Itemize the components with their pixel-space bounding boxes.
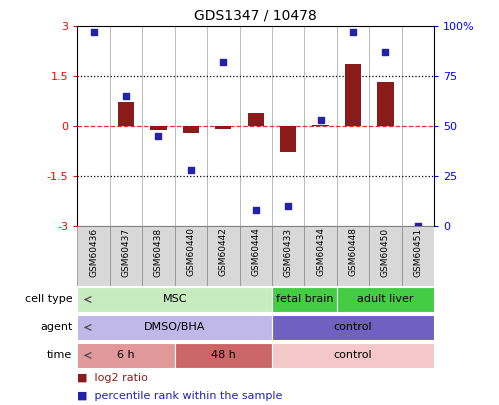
Bar [77, 287, 272, 312]
Bar [272, 315, 434, 340]
Bar [240, 226, 272, 286]
Text: GSM60444: GSM60444 [251, 227, 260, 276]
Bar [142, 226, 175, 286]
Bar [77, 226, 110, 286]
Point [381, 49, 389, 55]
Text: GSM60436: GSM60436 [89, 227, 98, 277]
Bar [304, 226, 337, 286]
Bar [337, 287, 434, 312]
Text: time: time [47, 350, 72, 360]
Text: cell type: cell type [25, 294, 72, 305]
Text: GSM60434: GSM60434 [316, 227, 325, 276]
Bar [272, 287, 337, 312]
Bar [175, 343, 272, 368]
Bar [150, 126, 167, 130]
Title: GDS1347 / 10478: GDS1347 / 10478 [195, 9, 317, 22]
Point [251, 207, 259, 213]
Text: control: control [334, 350, 372, 360]
Bar [377, 82, 394, 126]
Point [122, 93, 130, 99]
Bar [118, 102, 134, 126]
Text: control: control [334, 322, 372, 333]
Bar [215, 126, 232, 129]
Text: ■  log2 ratio: ■ log2 ratio [77, 373, 148, 383]
Text: 48 h: 48 h [211, 350, 236, 360]
Point [89, 29, 97, 36]
Text: 6 h: 6 h [117, 350, 135, 360]
Bar [337, 226, 369, 286]
Point [154, 133, 162, 139]
Text: GSM60437: GSM60437 [121, 227, 131, 277]
Text: MSC: MSC [162, 294, 187, 305]
Text: GSM60440: GSM60440 [186, 227, 196, 276]
Bar [248, 113, 264, 126]
Bar [345, 64, 361, 126]
Bar [175, 226, 207, 286]
Text: agent: agent [40, 322, 72, 333]
Point [219, 59, 227, 66]
Point [349, 29, 357, 36]
Text: GSM60438: GSM60438 [154, 227, 163, 277]
Text: adult liver: adult liver [357, 294, 414, 305]
Point [284, 202, 292, 209]
Text: DMSO/BHA: DMSO/BHA [144, 322, 205, 333]
Bar [77, 315, 272, 340]
Text: fetal brain: fetal brain [275, 294, 333, 305]
Text: GSM60448: GSM60448 [348, 227, 358, 276]
Text: GSM60433: GSM60433 [283, 227, 293, 277]
Bar [280, 126, 296, 152]
Text: ■  percentile rank within the sample: ■ percentile rank within the sample [77, 392, 283, 401]
Bar [272, 343, 434, 368]
Point [187, 166, 195, 173]
Bar [183, 126, 199, 133]
Bar [77, 343, 175, 368]
Bar [272, 226, 304, 286]
Text: GSM60451: GSM60451 [413, 227, 423, 277]
Bar [402, 226, 434, 286]
Text: GSM60442: GSM60442 [219, 227, 228, 276]
Text: GSM60450: GSM60450 [381, 227, 390, 277]
Bar [312, 125, 329, 126]
Point [316, 117, 324, 123]
Bar [207, 226, 240, 286]
Point [414, 222, 422, 229]
Bar [369, 226, 402, 286]
Bar [110, 226, 142, 286]
